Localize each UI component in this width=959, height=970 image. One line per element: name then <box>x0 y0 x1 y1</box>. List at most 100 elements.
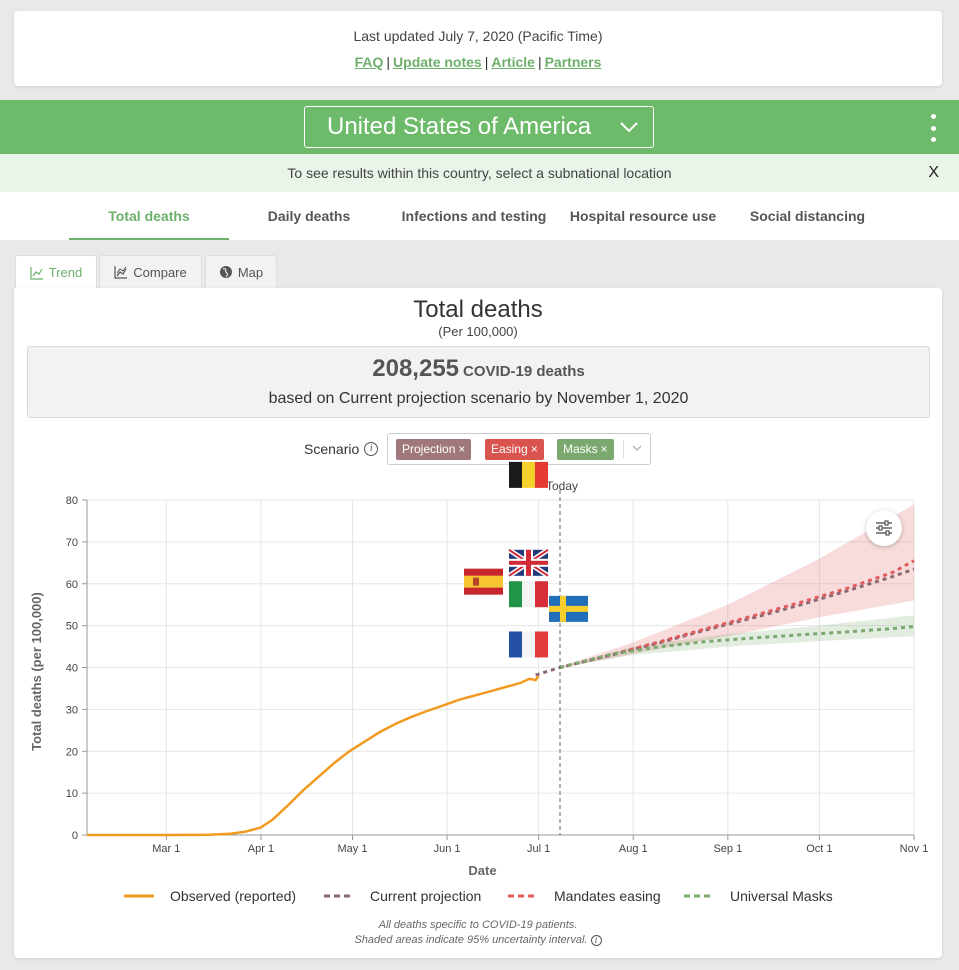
masks-uncertainty-band <box>560 615 914 668</box>
remove-chip-icon[interactable]: × <box>530 442 538 456</box>
tab-infections-testing[interactable]: Infections and testing <box>401 208 547 224</box>
chart-footnote: All deaths specific to COVID-19 patients… <box>14 918 942 948</box>
projection-uncertainty-band <box>560 504 914 669</box>
line-chart-icon <box>30 266 43 280</box>
compare-chart-icon <box>114 266 128 279</box>
y-tick-label: 10 <box>66 788 78 800</box>
tab-total-deaths[interactable]: Total deaths <box>69 192 229 240</box>
x-tick-label: Mar 1 <box>152 843 180 855</box>
more-options-icon[interactable] <box>923 114 943 142</box>
view-tab-trend[interactable]: Trend <box>15 255 97 289</box>
y-tick-label: 80 <box>66 495 78 507</box>
universal-masks-line <box>559 625 915 669</box>
summary-number: 208,255 <box>372 355 460 382</box>
scenario-chip-projection[interactable]: Projection × <box>396 439 472 460</box>
close-icon[interactable]: X <box>928 164 939 181</box>
tab-daily-deaths[interactable]: Daily deaths <box>267 208 351 224</box>
x-tick-label: Jun 1 <box>434 843 461 855</box>
header-links: FAQ | Update notes | Article | Partners <box>14 54 942 70</box>
x-tick-label: May 1 <box>338 843 368 855</box>
update-notes-link[interactable]: Update notes <box>393 54 482 70</box>
summary-basis: based on Current projection scenario by … <box>268 390 689 407</box>
belgium-flag <box>509 461 548 488</box>
y-tick-label: 30 <box>66 704 78 716</box>
faq-link[interactable]: FAQ <box>354 54 384 70</box>
remove-chip-icon[interactable]: × <box>458 442 466 456</box>
chart-subtitle: (Per 100,000) <box>438 324 518 339</box>
x-tick-label: Sep 1 <box>713 843 742 855</box>
current-projection-line <box>535 567 915 677</box>
scenario-label: Scenario i <box>304 441 379 457</box>
today-label: Today <box>546 479 578 493</box>
view-tab-label: Compare <box>133 264 187 280</box>
footnote-line-2: Shaded areas indicate 95% uncertainty in… <box>14 933 942 948</box>
flag-stripe <box>535 631 548 658</box>
france-flag <box>509 631 548 658</box>
legend-mandates-easing-label: Mandates easing <box>554 888 661 904</box>
x-tick-label: Apr 1 <box>248 843 274 855</box>
total-deaths-chart: 0 10 20 30 40 50 60 70 80 Mar 1 Apr 1 May 1 Jun 1 Jul… <box>29 461 929 904</box>
y-tick-label: 0 <box>72 830 78 842</box>
scenario-chip-masks[interactable]: Masks × <box>557 439 614 460</box>
x-tick-label: Aug 1 <box>619 843 648 855</box>
flag-stripe <box>509 631 522 658</box>
chart-card: Total deaths (Per 100,000) 208,255 COVID-… <box>14 288 942 958</box>
flag-emblem <box>473 577 479 586</box>
view-tab-map[interactable]: Map <box>205 255 277 288</box>
mandates-easing-line <box>559 559 915 669</box>
flag-stripe <box>522 631 535 658</box>
chart-settings-button[interactable] <box>866 510 902 546</box>
legend-observed-label: Observed (reported) <box>170 888 296 904</box>
tab-social-distancing[interactable]: Social distancing <box>749 208 866 224</box>
flag-cross <box>509 560 548 565</box>
flag-stripe <box>535 581 548 608</box>
x-tick-label: Jul 1 <box>527 843 550 855</box>
chart-title: Total deaths <box>413 296 543 323</box>
y-tick-label: 40 <box>66 663 78 675</box>
y-tick-label: 70 <box>66 537 78 549</box>
spain-flag <box>464 568 503 595</box>
article-link[interactable]: Article <box>491 54 535 70</box>
x-tick-label: Nov 1 <box>900 843 929 855</box>
tab-hospital-resource-use[interactable]: Hospital resource use <box>569 208 717 224</box>
x-axis-label: Date <box>468 863 496 878</box>
flag-stripe <box>509 461 522 488</box>
info-icon[interactable]: i <box>364 442 379 456</box>
footnote-line-1: All deaths specific to COVID-19 patients… <box>378 919 578 931</box>
location-bar: United States of America <box>0 100 959 154</box>
flag-stripe <box>522 581 535 608</box>
partners-link[interactable]: Partners <box>544 54 602 70</box>
view-tab-label: Trend <box>48 265 83 280</box>
y-tick-label: 20 <box>66 746 78 758</box>
chevron-down-icon[interactable] <box>630 441 644 455</box>
view-tab-label: Map <box>237 264 264 280</box>
remove-chip-icon[interactable]: × <box>600 442 608 456</box>
flag-stripe <box>464 575 503 588</box>
sweden-flag <box>549 595 588 622</box>
sliders-icon <box>876 520 892 536</box>
country-select[interactable]: United States of America <box>304 106 654 148</box>
view-tab-compare[interactable]: Compare <box>99 255 202 288</box>
globe-icon <box>219 266 232 278</box>
link-separator: | <box>386 54 391 70</box>
y-tick-label: 50 <box>66 621 78 633</box>
notice-text: To see results within this country, sele… <box>287 165 672 181</box>
link-separator: | <box>484 54 489 70</box>
country-select-value: United States of America <box>327 113 592 140</box>
flag-stripe <box>535 461 548 488</box>
legend-current-projection-label: Current projection <box>370 888 481 904</box>
united-kingdom-flag <box>507 547 550 578</box>
flag-cross <box>549 605 588 612</box>
scenario-chip-easing[interactable]: Easing × <box>485 439 544 460</box>
last-updated-text: Last updated July 7, 2020 (Pacific Time) <box>353 28 603 44</box>
metric-tabs: Total deaths Daily deaths Infections and… <box>0 192 959 240</box>
info-icon[interactable]: i <box>590 935 602 946</box>
chevron-down-icon <box>620 122 638 133</box>
y-axis-label: Total deaths (per 100,000) <box>29 592 44 751</box>
flag-stripe <box>522 461 535 488</box>
legend-universal-masks-label: Universal Masks <box>730 888 833 904</box>
update-info-card: Last updated July 7, 2020 (Pacific Time)… <box>14 11 942 86</box>
flag-stripe <box>509 581 522 608</box>
observed-line <box>87 675 540 837</box>
scenario-select[interactable]: Projection × Easing × Masks × <box>387 433 651 465</box>
